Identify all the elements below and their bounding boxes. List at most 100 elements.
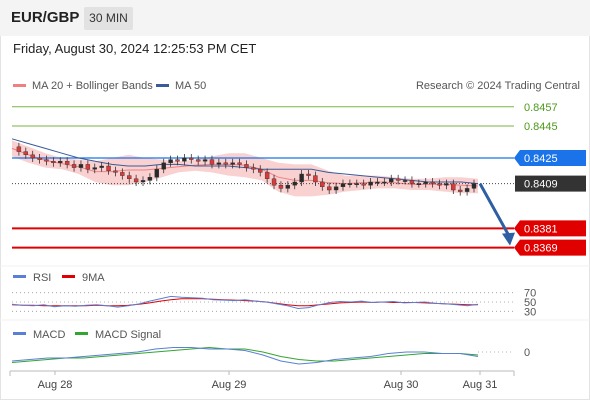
candle-body bbox=[92, 167, 97, 170]
candle-body bbox=[161, 162, 166, 170]
datetime-label: Friday, August 30, 2024 12:25:53 PM CET bbox=[13, 41, 257, 56]
pivot-label: 0.8425 bbox=[524, 153, 558, 165]
legend-ma50-swatch bbox=[156, 84, 169, 87]
x-tick-label: Aug 30 bbox=[384, 379, 419, 391]
candle-body bbox=[127, 175, 132, 180]
chart-header: EUR/GBP 30 MIN bbox=[0, 0, 590, 36]
rsi-line bbox=[11, 295, 479, 310]
support-label: 0.8381 bbox=[524, 223, 558, 235]
candle-body bbox=[244, 164, 249, 168]
candle-body bbox=[113, 170, 118, 173]
candle-body bbox=[458, 189, 463, 192]
forecast-arrow bbox=[478, 182, 512, 239]
candle-body bbox=[195, 159, 201, 162]
macd-line bbox=[11, 347, 479, 365]
support-tag bbox=[514, 220, 586, 237]
candle-body bbox=[58, 160, 63, 163]
candle-body bbox=[340, 183, 346, 188]
candle-body bbox=[409, 180, 415, 184]
symbol-title: EUR/GBP bbox=[11, 9, 80, 26]
candle-body bbox=[216, 162, 222, 165]
legend-ma20-swatch bbox=[13, 84, 26, 87]
candle-body bbox=[133, 178, 139, 183]
candle-body bbox=[30, 154, 35, 159]
candle-body bbox=[223, 162, 228, 165]
candle-body bbox=[140, 180, 146, 183]
candle-body bbox=[44, 159, 49, 162]
legend-ma20-label: MA 20 + Bollinger Bands bbox=[32, 80, 153, 92]
timeframe-button[interactable]: 30 MIN bbox=[84, 7, 133, 30]
rsi-level-label: 50 bbox=[524, 297, 536, 309]
candle-body bbox=[395, 178, 401, 181]
rsi-level-label: 70 bbox=[524, 288, 536, 300]
current-price-label: 0.8409 bbox=[524, 179, 558, 191]
candle-body bbox=[202, 159, 208, 162]
candle-body bbox=[51, 160, 56, 163]
candle-body bbox=[278, 184, 284, 189]
candle-body bbox=[285, 184, 291, 189]
candle-body bbox=[437, 183, 442, 186]
candle-body bbox=[444, 183, 449, 186]
macd-signal-line bbox=[11, 346, 479, 363]
legend-rsi-ma-label: 9MA bbox=[82, 272, 105, 284]
candle-body bbox=[313, 175, 318, 183]
candle-body bbox=[230, 162, 235, 165]
candle-body bbox=[382, 181, 387, 184]
candle-body bbox=[320, 181, 325, 187]
support-tag bbox=[514, 239, 586, 256]
candle-body bbox=[423, 181, 428, 184]
candle-body bbox=[209, 159, 215, 165]
legend-macd-label: MACD bbox=[33, 329, 65, 341]
candle-body bbox=[37, 157, 42, 160]
candle-body bbox=[464, 188, 470, 192]
candle-body bbox=[189, 157, 194, 160]
candle-body bbox=[299, 173, 304, 183]
candle-body bbox=[471, 183, 477, 189]
x-tick-label: Aug 28 bbox=[38, 379, 73, 391]
candle-body bbox=[361, 183, 366, 186]
legend-macd-signal-swatch bbox=[75, 332, 88, 335]
candle-body bbox=[64, 160, 70, 165]
candle-body bbox=[147, 176, 153, 181]
candle-body bbox=[354, 183, 359, 186]
candle-body bbox=[271, 178, 277, 186]
candle-body bbox=[182, 157, 187, 162]
candle-body bbox=[375, 181, 380, 184]
candle-body bbox=[306, 173, 311, 176]
candle-body bbox=[106, 165, 111, 171]
support-label: 0.8369 bbox=[524, 243, 558, 255]
candle-body bbox=[416, 183, 422, 186]
x-tick-label: Aug 31 bbox=[463, 379, 498, 391]
candle-body bbox=[175, 159, 180, 162]
candle-body bbox=[292, 181, 297, 186]
candle-body bbox=[264, 172, 270, 179]
macd-zero-label: 0 bbox=[524, 347, 530, 359]
legend-macd-signal-label: MACD Signal bbox=[95, 329, 161, 341]
bollinger-band bbox=[12, 140, 478, 197]
resistance-label: 0.8457 bbox=[524, 102, 558, 114]
candle-body bbox=[326, 186, 332, 191]
candle-body bbox=[85, 164, 91, 170]
candle-body bbox=[168, 159, 173, 164]
candle-body bbox=[451, 183, 456, 191]
candle-body bbox=[251, 167, 256, 170]
candle-body bbox=[368, 181, 373, 186]
candle-body bbox=[99, 165, 104, 168]
candle-body bbox=[78, 164, 84, 168]
candle-body bbox=[389, 178, 394, 183]
pivot-tag bbox=[514, 150, 586, 166]
forecast-arrow-head bbox=[502, 232, 515, 246]
rsi-level-label: 30 bbox=[524, 306, 536, 318]
current-price-tag bbox=[515, 175, 586, 192]
candle-body bbox=[347, 183, 353, 186]
candle-body bbox=[120, 172, 125, 176]
watermark-label: Research © 2024 Trading Central bbox=[416, 80, 580, 92]
legend-ma50-label: MA 50 bbox=[175, 80, 206, 92]
candle-body bbox=[402, 180, 408, 182]
candle-body bbox=[23, 151, 28, 156]
x-tick-label: Aug 29 bbox=[212, 379, 247, 391]
candle-body bbox=[430, 181, 435, 184]
resistance-label: 0.8445 bbox=[524, 121, 558, 133]
